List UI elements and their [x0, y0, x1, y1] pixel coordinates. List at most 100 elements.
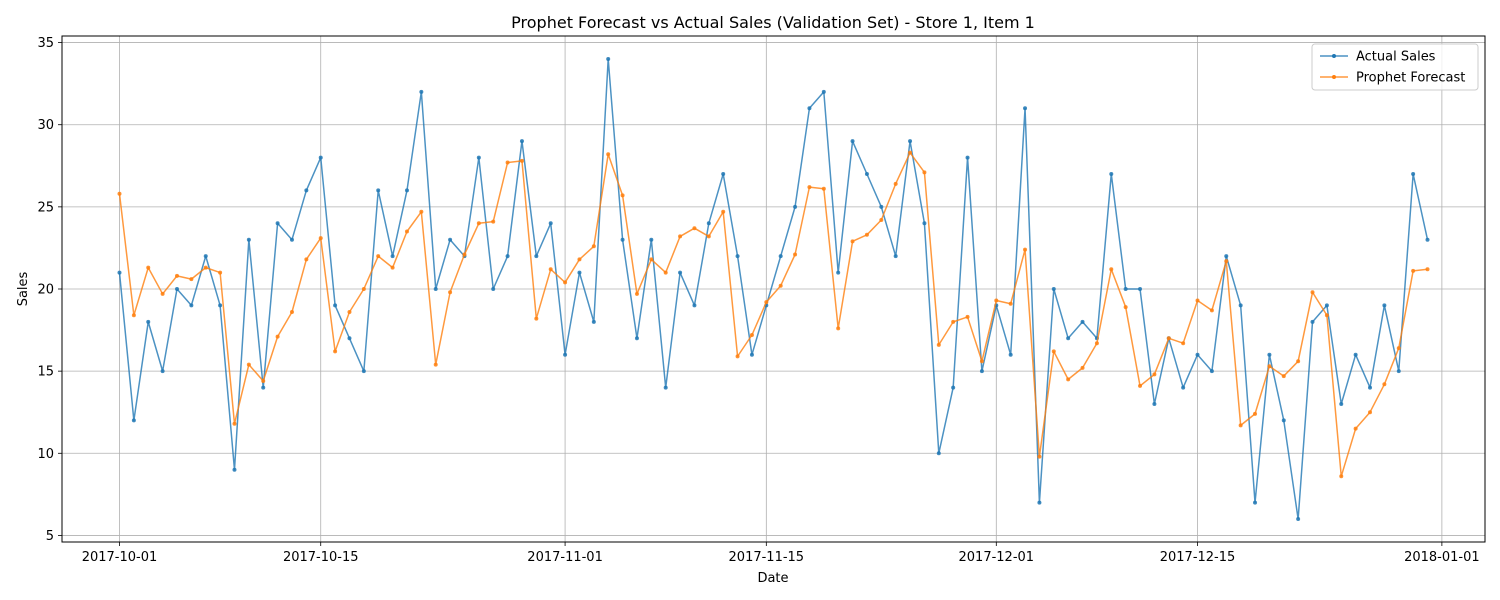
data-point-prophet-forecast	[1267, 364, 1272, 369]
data-point-prophet-forecast	[304, 257, 309, 262]
data-point-prophet-forecast	[606, 152, 611, 157]
legend-label: Prophet Forecast	[1356, 71, 1465, 86]
data-point-actual-sales	[678, 270, 683, 275]
data-point-prophet-forecast	[376, 254, 381, 259]
data-point-prophet-forecast	[505, 160, 510, 165]
data-point-actual-sales	[218, 303, 223, 308]
data-point-prophet-forecast	[1425, 267, 1430, 272]
data-point-actual-sales	[649, 237, 654, 242]
data-point-actual-sales	[347, 336, 352, 341]
data-point-prophet-forecast	[850, 239, 855, 244]
data-point-prophet-forecast	[1238, 423, 1243, 428]
data-point-prophet-forecast	[218, 270, 223, 275]
data-point-actual-sales	[821, 89, 826, 94]
legend-label: Actual Sales	[1356, 50, 1436, 65]
y-tick-label: 30	[37, 118, 54, 133]
data-point-actual-sales	[232, 467, 237, 472]
x-tick-label: 2018-01-01	[1404, 550, 1480, 565]
data-point-prophet-forecast	[1396, 346, 1401, 351]
x-tick-label: 2017-10-01	[82, 550, 158, 565]
data-point-prophet-forecast	[146, 265, 151, 270]
data-point-prophet-forecast	[1152, 372, 1157, 377]
data-point-prophet-forecast	[1023, 247, 1028, 252]
data-point-actual-sales	[1281, 418, 1286, 423]
x-tick-label: 2017-10-15	[283, 550, 359, 565]
x-tick-label: 2017-12-01	[959, 550, 1035, 565]
data-point-actual-sales	[1080, 319, 1085, 324]
y-tick-label: 15	[37, 365, 54, 380]
data-point-prophet-forecast	[979, 359, 984, 364]
data-point-actual-sales	[505, 254, 510, 259]
data-point-prophet-forecast	[1094, 341, 1099, 346]
data-point-prophet-forecast	[706, 234, 711, 239]
data-point-actual-sales	[1138, 287, 1143, 291]
data-point-actual-sales	[1253, 500, 1258, 505]
grid	[62, 36, 1485, 542]
data-point-actual-sales	[620, 237, 625, 242]
data-point-prophet-forecast	[1181, 341, 1186, 346]
data-point-actual-sales	[850, 139, 855, 144]
data-point-prophet-forecast	[1195, 298, 1200, 303]
data-point-prophet-forecast	[864, 232, 869, 237]
data-point-actual-sales	[1123, 287, 1128, 291]
data-point-prophet-forecast	[1037, 454, 1042, 459]
data-point-actual-sales	[692, 303, 697, 308]
data-point-prophet-forecast	[778, 283, 783, 288]
data-point-actual-sales	[965, 155, 970, 160]
data-point-prophet-forecast	[160, 291, 165, 296]
data-point-actual-sales	[864, 172, 869, 176]
legend: Actual Sales Prophet Forecast	[1311, 43, 1479, 91]
data-point-prophet-forecast	[1123, 305, 1128, 310]
data-point-prophet-forecast	[203, 265, 208, 270]
data-point-prophet-forecast	[807, 185, 812, 190]
data-point-prophet-forecast	[232, 421, 237, 426]
data-point-actual-sales	[879, 204, 884, 209]
data-point-prophet-forecast	[1066, 377, 1071, 382]
data-point-prophet-forecast	[117, 191, 122, 196]
data-point-prophet-forecast	[131, 313, 136, 318]
legend-entry-actual-sales: Actual Sales	[1320, 50, 1436, 65]
data-point-prophet-forecast	[692, 226, 697, 231]
data-point-actual-sales	[1310, 319, 1315, 324]
data-point-prophet-forecast	[1310, 290, 1315, 295]
data-point-prophet-forecast	[419, 209, 424, 214]
data-point-prophet-forecast	[951, 319, 956, 324]
data-point-prophet-forecast	[678, 234, 683, 239]
data-point-actual-sales	[203, 254, 208, 259]
data-point-prophet-forecast	[246, 362, 251, 367]
data-point-actual-sales	[778, 254, 783, 259]
data-point-prophet-forecast	[735, 354, 740, 359]
data-point-actual-sales	[721, 172, 726, 176]
data-point-prophet-forecast	[634, 291, 639, 296]
data-point-actual-sales	[534, 254, 539, 259]
data-point-prophet-forecast	[448, 290, 453, 295]
data-point-prophet-forecast	[1109, 267, 1114, 272]
data-point-prophet-forecast	[563, 280, 568, 285]
data-point-actual-sales	[936, 451, 941, 456]
data-point-actual-sales	[1267, 352, 1272, 357]
data-point-actual-sales	[1209, 369, 1214, 374]
data-point-actual-sales	[361, 369, 366, 374]
data-point-actual-sales	[261, 385, 266, 390]
data-point-actual-sales	[404, 188, 409, 193]
data-point-prophet-forecast	[620, 193, 625, 198]
data-point-prophet-forecast	[793, 252, 798, 257]
data-point-prophet-forecast	[1281, 374, 1286, 379]
data-point-prophet-forecast	[1253, 411, 1258, 416]
data-point-actual-sales	[749, 352, 754, 357]
data-point-prophet-forecast	[577, 257, 582, 262]
data-point-actual-sales	[663, 385, 668, 390]
data-point-prophet-forecast	[476, 221, 481, 226]
data-point-prophet-forecast	[318, 236, 323, 241]
data-point-actual-sales	[376, 188, 381, 193]
data-point-actual-sales	[1339, 402, 1344, 406]
y-tick-label: 5	[46, 529, 54, 544]
data-point-prophet-forecast	[462, 252, 467, 257]
data-point-actual-sales	[893, 254, 898, 259]
data-point-actual-sales	[1324, 303, 1329, 308]
data-point-prophet-forecast	[189, 277, 194, 282]
data-point-actual-sales	[419, 89, 424, 94]
data-point-prophet-forecast	[994, 298, 999, 303]
data-point-actual-sales	[591, 319, 596, 324]
